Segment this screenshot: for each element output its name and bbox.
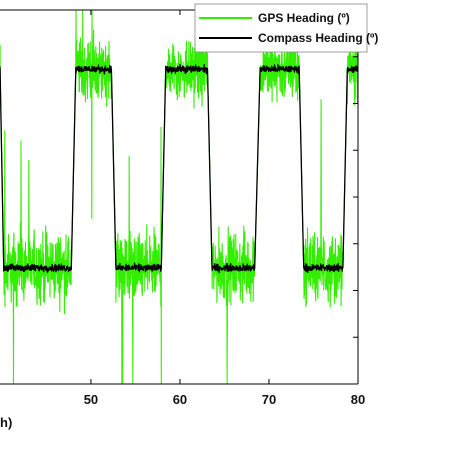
legend-label-compass: Compass Heading (º) [258,31,378,45]
series-line-compass-heading [0,64,359,274]
x-tick-label: 80 [351,392,365,407]
axes-layer: 50 60 70 80 [0,9,365,407]
legend-label-gps: GPS Heading (º) [258,11,350,25]
x-tick-label: 50 [84,392,98,407]
legend-box [194,3,368,53]
x-tick-label: 60 [173,392,187,407]
series-layer [0,9,359,385]
x-axis-label: h) [0,415,12,430]
x-tick-label: 70 [262,392,276,407]
legend: GPS Heading (º) Compass Heading (º) [194,3,378,53]
